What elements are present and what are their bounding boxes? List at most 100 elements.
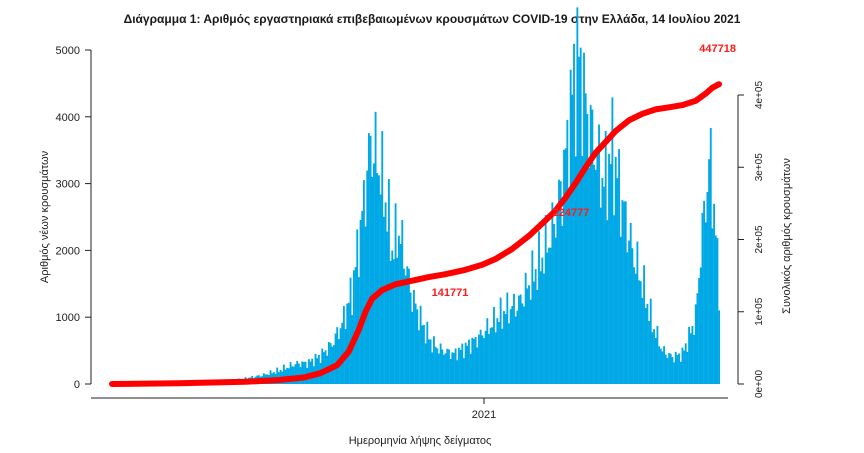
daily-case-bar xyxy=(689,333,692,384)
daily-case-bar xyxy=(374,111,377,384)
right-tick-label: 1e+05 xyxy=(754,297,765,326)
daily-case-bar xyxy=(286,367,289,384)
daily-case-bar xyxy=(691,325,694,384)
daily-case-bar xyxy=(546,252,549,384)
daily-case-bar xyxy=(638,280,640,384)
daily-case-bar xyxy=(411,311,414,384)
daily-case-bar xyxy=(644,307,647,384)
daily-case-bar xyxy=(561,225,564,384)
daily-case-bar xyxy=(568,196,570,384)
daily-case-bar xyxy=(569,69,572,384)
daily-case-bar xyxy=(554,237,557,384)
daily-case-bar xyxy=(396,257,399,384)
daily-case-bar xyxy=(394,203,397,384)
daily-case-bar xyxy=(668,353,671,384)
left-tick-label: 4000 xyxy=(56,112,80,124)
daily-case-bar xyxy=(399,244,402,384)
daily-case-bar xyxy=(474,337,477,384)
daily-case-bar xyxy=(402,268,405,384)
daily-case-bar xyxy=(329,343,332,384)
daily-case-bar xyxy=(334,333,337,384)
daily-case-bar xyxy=(297,363,300,384)
daily-case-bar xyxy=(471,337,474,384)
daily-case-bar xyxy=(509,309,512,384)
daily-case-bar xyxy=(708,159,711,384)
daily-case-bar xyxy=(609,164,612,384)
daily-case-bar xyxy=(583,52,585,385)
daily-case-bar xyxy=(574,156,577,384)
daily-case-bar xyxy=(699,267,702,384)
annotation-total-cases: 447718 xyxy=(699,43,736,55)
daily-case-bar xyxy=(698,278,701,384)
daily-case-bar xyxy=(341,322,344,384)
daily-case-bar xyxy=(391,250,394,384)
daily-case-bar xyxy=(613,215,615,384)
daily-case-bar xyxy=(314,353,317,384)
daily-case-bar xyxy=(508,323,510,384)
daily-case-bar xyxy=(529,299,532,384)
left-y-axis-title: Αριθμός νέων κρουσμάτων xyxy=(39,150,51,283)
daily-case-bar xyxy=(416,309,419,384)
daily-case-bar xyxy=(578,56,580,384)
daily-case-bar xyxy=(479,329,482,384)
daily-case-bar xyxy=(564,148,567,384)
daily-case-bar xyxy=(674,351,677,384)
daily-case-bar xyxy=(456,360,459,384)
daily-case-bar xyxy=(541,257,544,384)
daily-case-bar xyxy=(663,346,666,384)
left-tick-label: 5000 xyxy=(56,45,80,57)
daily-case-bar xyxy=(503,310,505,384)
daily-case-bar xyxy=(629,222,632,384)
daily-case-bar xyxy=(624,201,627,384)
daily-case-bar xyxy=(539,271,542,384)
daily-case-bar xyxy=(599,207,602,384)
daily-case-bar xyxy=(458,347,460,384)
daily-case-bar xyxy=(713,203,716,384)
daily-case-bar xyxy=(419,305,422,384)
daily-case-bar xyxy=(549,247,552,384)
annotation-early-cases: 141771 xyxy=(432,287,469,299)
daily-case-bar xyxy=(598,124,600,385)
daily-case-bar xyxy=(501,328,504,384)
daily-case-bar xyxy=(528,285,530,384)
daily-case-bar xyxy=(648,321,650,384)
left-y-ticks: 0 1000 2000 3000 4000 5000 xyxy=(56,45,91,391)
right-tick-label: 4e+05 xyxy=(754,81,765,110)
daily-case-bar xyxy=(588,167,590,384)
daily-case-bar xyxy=(453,352,455,384)
right-y-axis-title: Συνολικός αριθμός κρουσμάτων xyxy=(781,158,793,314)
daily-case-bar xyxy=(643,265,645,384)
daily-case-bar xyxy=(488,334,490,384)
daily-case-bar xyxy=(404,275,407,384)
daily-case-bar xyxy=(608,153,610,384)
daily-case-bar xyxy=(566,120,569,384)
daily-case-bar xyxy=(591,109,594,385)
daily-case-bar xyxy=(518,295,520,384)
daily-case-bar xyxy=(521,303,524,384)
daily-case-bar xyxy=(664,354,667,384)
daily-case-bar xyxy=(424,343,427,384)
daily-case-bar xyxy=(584,93,587,384)
daily-case-bar xyxy=(426,321,429,384)
daily-case-bar xyxy=(684,343,687,384)
daily-case-bar xyxy=(469,353,472,384)
daily-case-bar xyxy=(408,268,410,384)
daily-case-bar xyxy=(499,297,502,384)
daily-case-bar xyxy=(438,353,440,384)
daily-case-bar xyxy=(321,348,324,384)
daily-case-bar xyxy=(676,355,679,384)
daily-case-bar xyxy=(269,370,272,384)
daily-case-bar xyxy=(511,305,514,384)
daily-case-bar xyxy=(413,289,415,384)
daily-case-bar xyxy=(491,327,494,384)
daily-case-bar xyxy=(324,350,327,384)
daily-case-bar xyxy=(671,357,674,384)
daily-case-bar xyxy=(654,337,657,384)
daily-case-bar xyxy=(551,202,554,384)
daily-case-bar xyxy=(401,220,404,384)
daily-case-bar xyxy=(352,270,355,384)
cumulative-cases-line xyxy=(109,81,722,387)
daily-case-bar xyxy=(614,156,617,384)
daily-case-bar xyxy=(681,347,684,384)
daily-case-bar xyxy=(651,332,654,384)
